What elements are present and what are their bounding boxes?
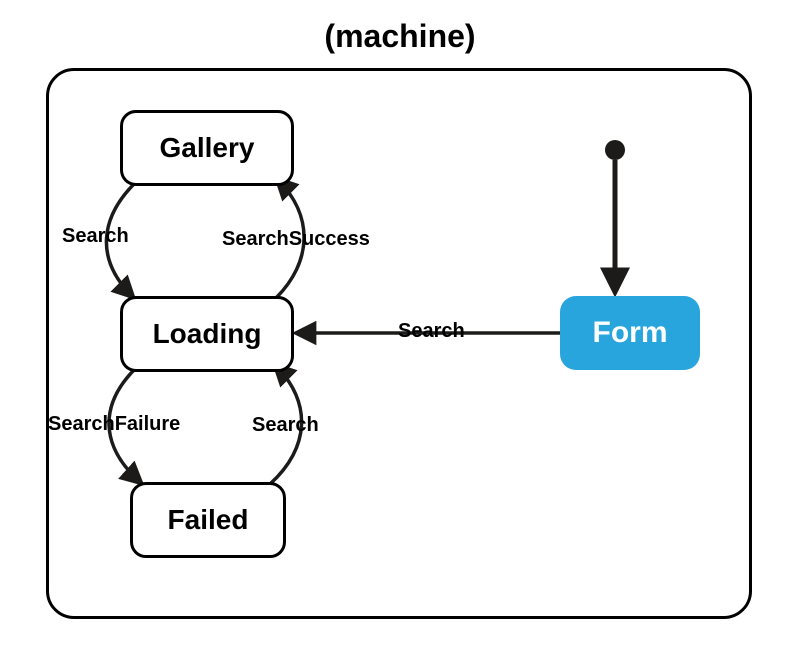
state-loading: Loading xyxy=(120,296,294,372)
edge-label-loading-to-failed: SearchFailure xyxy=(48,413,180,436)
state-failed-label: Failed xyxy=(168,504,249,536)
edge-label-loading-to-gallery: SearchSuccess xyxy=(222,228,370,251)
state-form: Form xyxy=(560,296,700,370)
edge-label-gallery-to-loading: Search xyxy=(62,225,129,248)
state-gallery-label: Gallery xyxy=(160,132,255,164)
edge-label-form-to-loading: Search xyxy=(398,320,465,343)
edge-label-failed-to-loading: Search xyxy=(252,414,319,437)
state-machine-diagram: (machine) Gallery Loading xyxy=(0,0,800,667)
state-gallery: Gallery xyxy=(120,110,294,186)
state-loading-label: Loading xyxy=(153,318,262,350)
state-failed: Failed xyxy=(130,482,286,558)
state-form-label: Form xyxy=(593,316,668,350)
diagram-title: (machine) xyxy=(0,18,800,55)
